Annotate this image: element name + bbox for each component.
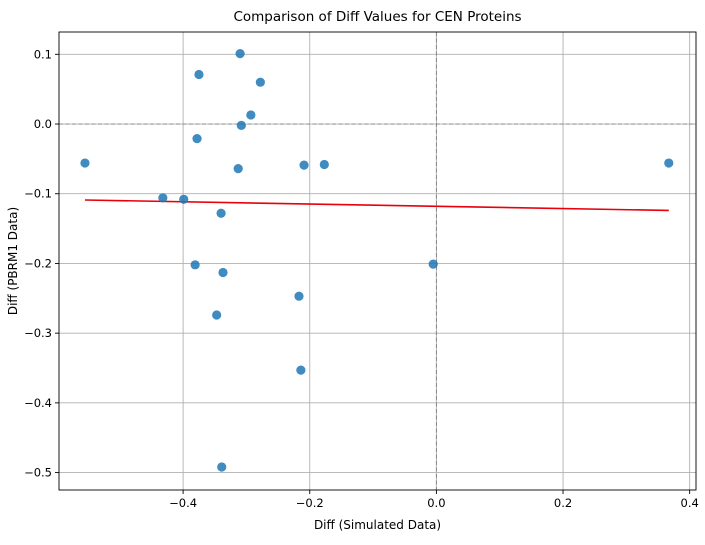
x-tick-label: 0.0 <box>427 496 445 510</box>
data-point-1 <box>80 158 90 168</box>
trend-line-layer <box>84 199 669 212</box>
reference-lines <box>59 32 696 490</box>
data-point-19 <box>319 159 329 170</box>
data-point-17 <box>296 365 306 375</box>
data-point-14 <box>246 110 256 120</box>
y-tick-label: −0.4 <box>24 396 52 410</box>
y-tick-label: 0.1 <box>34 47 52 61</box>
y-axis-label: Diff (PBRM1 Data) <box>6 207 20 315</box>
y-tick-label: −0.5 <box>24 466 52 480</box>
data-point-11 <box>235 49 245 59</box>
regression-line <box>84 199 669 212</box>
x-tick-label: −0.4 <box>169 496 197 510</box>
grid-lines <box>59 32 696 490</box>
data-point-20 <box>428 259 438 269</box>
plot-frame <box>58 31 697 491</box>
data-point-9 <box>218 267 228 278</box>
chart-title: Comparison of Diff Values for CEN Protei… <box>233 9 521 25</box>
axis-ticks: −0.4 −0.2 0.0 0.2 0.4 0.1 0.0 −0.1 −0.2 −0.3 −0.4 −… <box>24 47 699 510</box>
data-points <box>80 49 674 472</box>
data-point-15 <box>255 77 265 87</box>
data-point-21 <box>664 158 674 168</box>
data-point-18 <box>299 160 309 170</box>
data-point-3 <box>179 194 189 204</box>
data-point-13 <box>236 120 246 131</box>
data-point-10 <box>217 462 227 472</box>
data-point-8 <box>216 208 226 218</box>
y-tick-label: −0.1 <box>24 187 52 201</box>
data-point-5 <box>192 134 202 144</box>
data-point-4 <box>194 69 204 80</box>
x-axis-label: Diff (Simulated Data) <box>314 518 441 532</box>
y-tick-label: −0.3 <box>24 326 52 340</box>
y-tick-label: 0.0 <box>34 117 52 131</box>
data-point-7 <box>212 310 222 320</box>
data-point-16 <box>294 291 304 301</box>
x-tick-label: 0.2 <box>554 496 572 510</box>
y-tick-label: −0.2 <box>24 256 52 270</box>
x-tick-label: 0.4 <box>681 496 699 510</box>
x-tick-label: −0.2 <box>296 496 324 510</box>
data-point-12 <box>233 164 243 174</box>
data-point-6 <box>190 260 200 270</box>
data-point-2 <box>158 193 168 203</box>
